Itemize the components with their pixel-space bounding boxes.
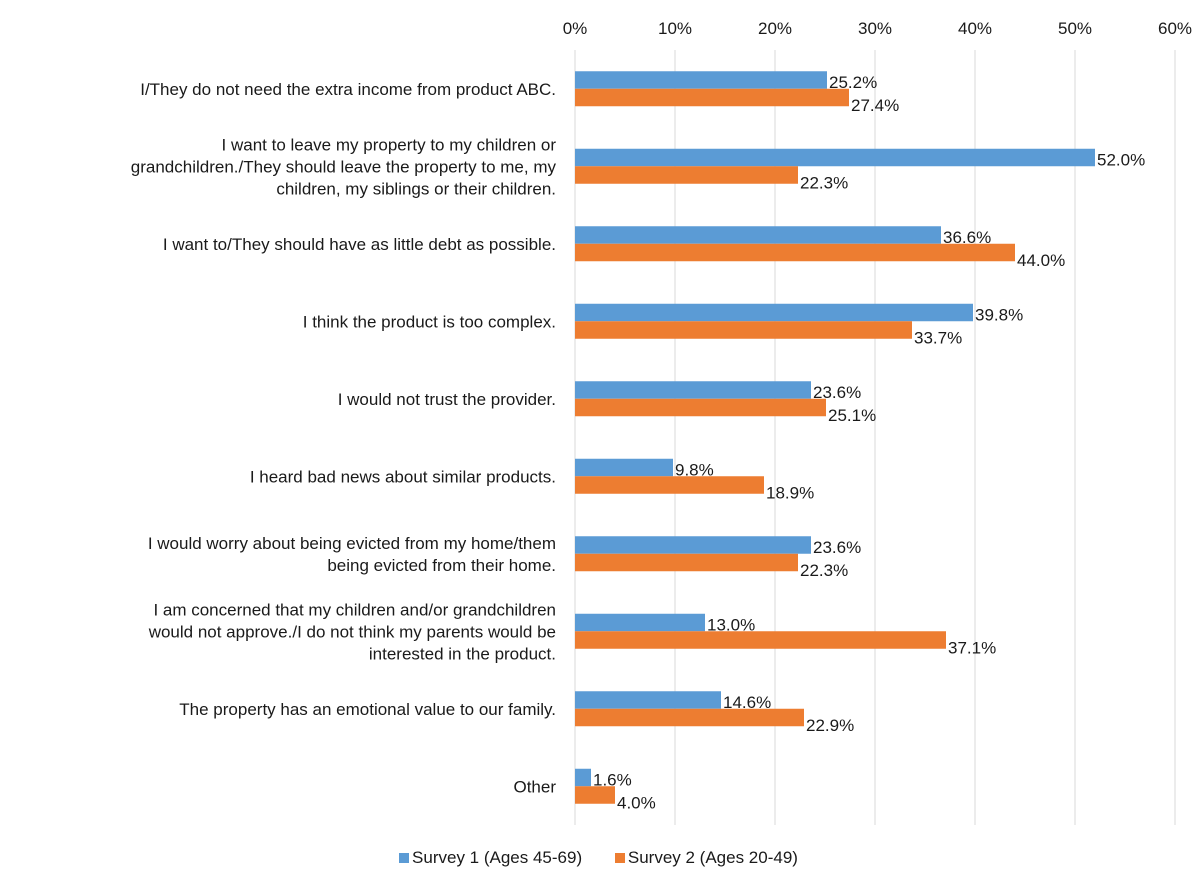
data-label-survey-2: 25.1% [828,406,876,425]
bar-survey-1 [575,303,973,322]
x-tick-label: 0% [563,19,588,38]
data-label-survey-1: 14.6% [723,693,771,712]
legend-swatch-survey-1 [399,853,410,863]
x-tick-label: 20% [758,19,792,38]
bar-survey-1 [575,381,811,399]
category-label-line: interested in the product. [369,644,556,663]
bar-survey-1 [575,148,1095,167]
data-label-survey-1: 23.6% [813,538,861,557]
data-label-survey-2: 22.3% [800,173,848,192]
category-label-line: The property has an emotional value to o… [179,700,556,719]
data-label-survey-2: 27.4% [851,96,899,115]
legend-label-survey-1: Survey 1 (Ages 45-69) [412,848,583,867]
bar-survey-2 [575,398,826,417]
data-label-survey-2: 33.7% [914,328,962,347]
category-label: I/They do not need the extra income from… [140,80,556,99]
category-label: I am concerned that my children and/or g… [148,600,556,663]
legend-label-survey-2: Survey 2 (Ages 20-49) [627,848,798,867]
legend-swatch-survey-2 [614,853,625,863]
x-axis-tick-labels: 0% 10% 20% 30% 40% 50% 60% [563,19,1192,38]
bar-survey-2 [575,321,912,339]
category-label: I would not trust the provider. [338,390,556,409]
x-tick-label: 60% [1158,19,1192,38]
bar-survey-2 [575,88,849,107]
bar-survey-2 [575,243,1015,262]
bar-survey-2 [575,166,798,184]
legend-item-survey-1: Survey 1 (Ages 45-69) [399,848,582,868]
bar-survey-1 [575,536,811,554]
data-label-survey-1: 9.8% [675,460,714,479]
category-label-line: Other [513,777,556,796]
data-label-survey-1: 36.6% [943,228,991,247]
category-label: I would worry about being evicted from m… [148,534,556,575]
data-label-survey-2: 44.0% [1017,251,1065,270]
category-label-line: grandchildren./They should leave the pro… [131,157,557,176]
bar-survey-2 [575,708,804,727]
data-labels: 25.2% 27.4% 52.0% 22.3% 36.6% 44.0% 39.8% 33.7%… [593,73,1145,813]
category-label-line: I think the product is too complex. [303,312,556,331]
data-label-survey-2: 22.9% [806,716,854,735]
category-label-line: being evicted from their home. [327,556,556,575]
bar-survey-2 [575,631,946,649]
bar-survey-1 [575,226,941,244]
category-label-line: I am concerned that my children and/or g… [153,600,556,619]
category-label-line: I/They do not need the extra income from… [140,80,556,99]
bar-survey-1 [575,458,673,477]
bar-survey-1 [575,768,591,787]
category-label-line: I want to/They should have as little deb… [163,235,556,254]
category-label: I want to/They should have as little deb… [163,235,556,254]
legend: Survey 1 (Ages 45-69) Survey 2 (Ages 20-… [0,848,1197,868]
category-label: Other [513,777,556,796]
bar-survey-2 [575,786,615,804]
data-label-survey-2: 18.9% [766,483,814,502]
category-label-line: I would worry about being evicted from m… [148,534,556,553]
data-label-survey-1: 23.6% [813,383,861,402]
data-label-survey-1: 1.6% [593,770,632,789]
data-label-survey-2: 37.1% [948,638,996,657]
data-label-survey-1: 25.2% [829,73,877,92]
x-tick-label: 50% [1058,19,1092,38]
category-label: I want to leave my property to my childr… [131,135,557,198]
bar-survey-2 [575,476,764,494]
bar-survey-1 [575,613,705,632]
category-label-line: children, my siblings or their children. [276,179,556,198]
category-label-line: I want to leave my property to my childr… [222,135,557,154]
data-label-survey-2: 22.3% [800,561,848,580]
category-label: I heard bad news about similar products. [250,467,556,486]
category-label-line: I would not trust the provider. [338,390,556,409]
data-label-survey-1: 13.0% [707,615,755,634]
category-label: I think the product is too complex. [303,312,556,331]
x-tick-label: 40% [958,19,992,38]
category-label: The property has an emotional value to o… [179,700,556,719]
category-label-line: would not approve./I do not think my par… [148,622,556,641]
x-tick-label: 30% [858,19,892,38]
category-label-line: I heard bad news about similar products. [250,467,556,486]
data-label-survey-1: 39.8% [975,305,1023,324]
data-label-survey-2: 4.0% [617,793,656,812]
category-labels: I/They do not need the extra income from… [131,80,557,797]
bar-survey-2 [575,553,798,572]
bars [575,71,1095,804]
legend-item-survey-2: Survey 2 (Ages 20-49) [614,848,798,868]
bar-survey-1 [575,71,827,89]
x-tick-label: 10% [658,19,692,38]
data-label-survey-1: 52.0% [1097,150,1145,169]
bar-survey-1 [575,691,721,709]
